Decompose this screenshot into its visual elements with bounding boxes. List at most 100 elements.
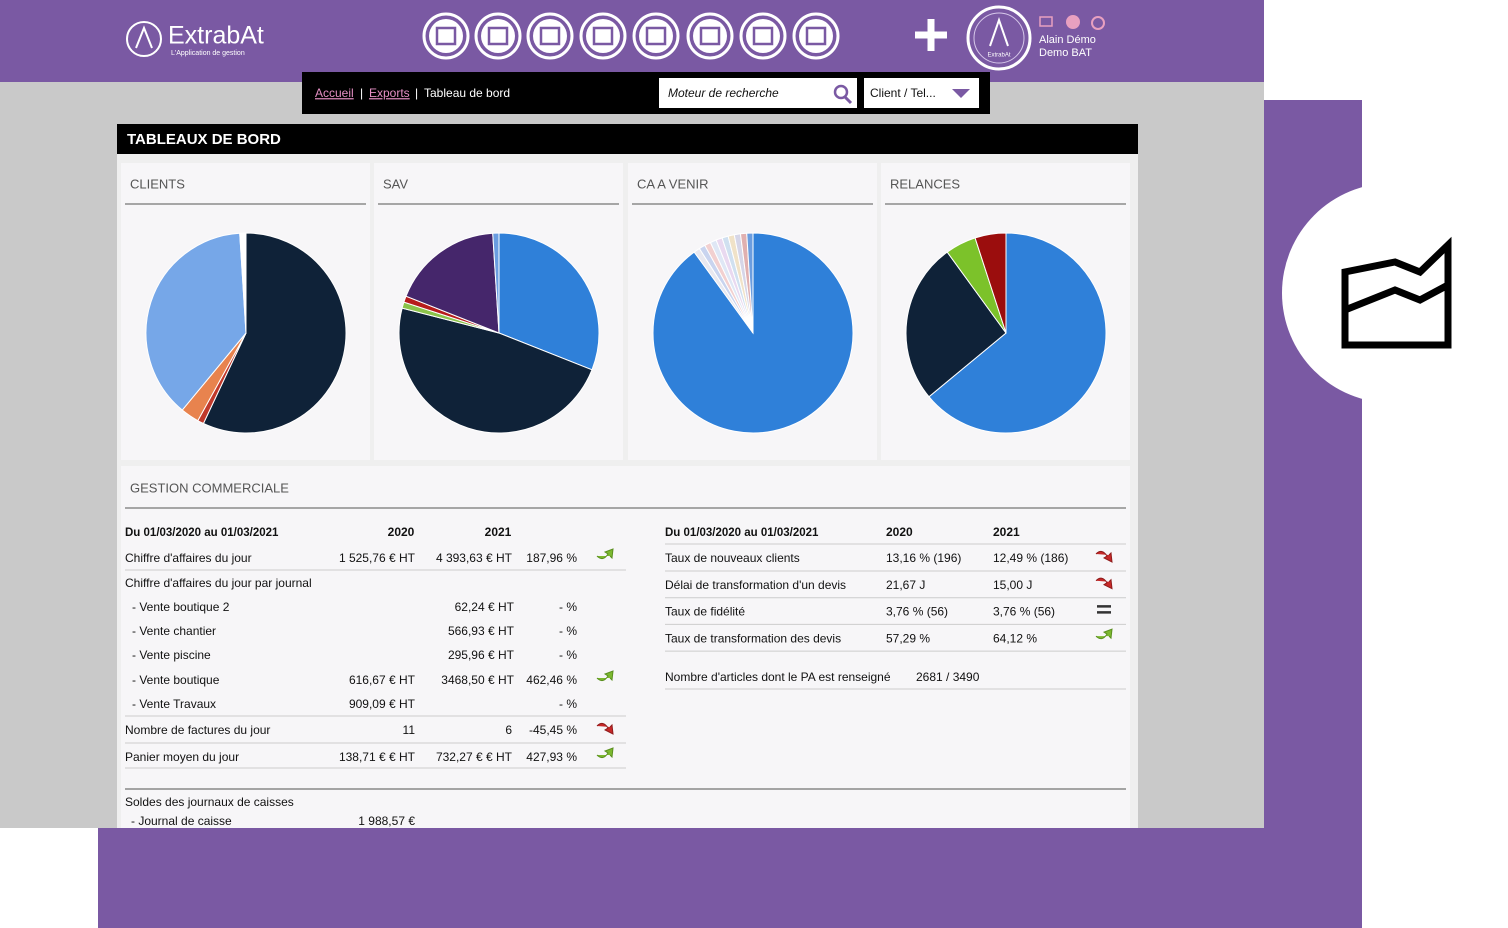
nav-icons <box>422 12 840 60</box>
trend-up <box>596 548 614 560</box>
cell-2021: 3468,50 € HT <box>441 673 514 687</box>
search-icon[interactable] <box>833 84 849 100</box>
dashboard-title: TABLEAUX DE BORD <box>127 131 281 148</box>
row-label: - Vente piscine <box>132 648 211 662</box>
row-label: - Vente chantier <box>132 624 216 638</box>
cash-label: - Journal de caisse <box>131 814 232 828</box>
separator: | <box>415 86 418 100</box>
trend-down <box>1095 577 1113 590</box>
pie-slice <box>398 307 593 434</box>
badge[interactable] <box>966 5 1032 71</box>
cell-change: - % <box>559 624 577 638</box>
cell-2020: 909,09 € HT <box>349 697 416 711</box>
cash-value: 1 988,57 € <box>358 814 415 828</box>
nav-icon-inner <box>429 19 463 53</box>
row-label: Panier moyen du jour <box>125 750 239 764</box>
cell-2021: 566,93 € HT <box>448 624 515 638</box>
articles-label: Nombre d'articles dont le PA est renseig… <box>665 670 891 684</box>
pie-slice <box>974 232 1007 334</box>
row-label: - Vente Travaux <box>132 697 216 711</box>
cell-2021: 64,12 % <box>993 631 1037 645</box>
panel-title: CA A VENIR <box>637 176 709 191</box>
bottom-band <box>98 828 1362 928</box>
row-label: Taux de nouveaux clients <box>665 551 800 565</box>
logo-icon <box>126 21 162 57</box>
mail-icon[interactable] <box>1039 16 1053 27</box>
pie-slice <box>202 232 347 434</box>
cell-change: - % <box>559 600 577 614</box>
table-header: 2021 <box>485 525 512 539</box>
top-bar <box>0 0 1264 82</box>
nav-glyph <box>752 26 774 46</box>
user-name: Alain Démo <box>1039 34 1096 46</box>
trend-equal <box>1097 605 1111 614</box>
pie-slice <box>239 232 247 334</box>
power-icon[interactable] <box>1091 16 1105 30</box>
tagline: L'Application de gestion <box>171 50 245 57</box>
cell-2020: 138,71 € € HT <box>339 750 416 764</box>
search-placeholder: Moteur de recherche <box>668 86 779 100</box>
nav-glyph <box>435 26 457 46</box>
settings-icon[interactable] <box>1066 15 1080 29</box>
search-box[interactable] <box>659 78 857 108</box>
panel-title: RELANCES <box>890 176 960 191</box>
row-label: - Vente boutique <box>132 673 220 687</box>
company: Demo BAT <box>1039 47 1092 59</box>
separator: | <box>360 86 363 100</box>
cell-change: 187,96 % <box>526 551 577 565</box>
cell-2021: 4 393,63 € HT <box>436 551 513 565</box>
row-label: Chiffre d'affaires du jour par journal <box>125 576 312 590</box>
logo-mark <box>135 25 153 49</box>
nav-glyph <box>539 26 561 46</box>
cell-2020: 13,16 % (196) <box>886 551 961 565</box>
nav-icon-inner <box>693 19 727 53</box>
badge-ring <box>973 12 1025 64</box>
breadcrumb-current: Tableau de bord <box>424 86 510 100</box>
commercial-panel <box>121 466 1130 828</box>
cell-2020: 21,67 J <box>886 578 925 592</box>
nav-icon-inner <box>799 19 833 53</box>
breadcrumb-link[interactable]: Exports <box>369 86 410 100</box>
pie-slice <box>905 251 1007 398</box>
row-label: Nombre de factures du jour <box>125 723 270 737</box>
add-button[interactable] <box>915 19 947 51</box>
nav-glyph <box>645 26 667 46</box>
cell-change: 462,46 % <box>526 673 577 687</box>
nav-icon-inner <box>586 19 620 53</box>
trend-up <box>596 670 614 682</box>
cell-2021: 295,96 € HT <box>448 648 515 662</box>
trend-up <box>596 747 614 759</box>
nav-icon-inner <box>639 19 673 53</box>
pie-slice <box>498 232 600 371</box>
badge-mark <box>989 16 1009 47</box>
select-value: Client / Tel... <box>870 86 936 100</box>
pie-slice <box>746 232 754 334</box>
cell-2021: 6 <box>505 723 512 737</box>
pie-slice <box>928 232 1107 434</box>
nav-glyph <box>699 26 721 46</box>
trend-down <box>1095 550 1113 563</box>
cell-2021: 62,24 € HT <box>455 600 515 614</box>
nav-glyph <box>487 26 509 46</box>
nav-icon-inner <box>746 19 780 53</box>
trend-up <box>1095 628 1113 640</box>
row-label: Taux de fidélité <box>665 605 745 619</box>
cell-2021: 15,00 J <box>993 578 1032 592</box>
cash-title: Soldes des journaux de caisses <box>125 795 294 809</box>
cell-2021: 12,49 % (186) <box>993 551 1068 565</box>
logo: ExtrabAt <box>168 22 264 50</box>
nav-icon-inner <box>533 19 567 53</box>
cell-2021: 3,76 % (56) <box>993 605 1055 619</box>
table-header: Du 01/03/2020 au 01/03/2021 <box>665 527 819 539</box>
row-label: Chiffre d'affaires du jour <box>125 551 252 565</box>
select-arrow <box>952 89 970 98</box>
pie-slice <box>145 232 247 411</box>
nav-glyph <box>592 26 614 46</box>
badge-label: ExtrabAt <box>987 53 1010 59</box>
breadcrumb-link[interactable]: Accueil <box>315 86 354 100</box>
table-header: 2020 <box>388 525 415 539</box>
row-label: - Vente boutique 2 <box>132 600 230 614</box>
pie-slice <box>492 232 500 334</box>
row-label: Délai de transformation d'un devis <box>665 578 846 592</box>
